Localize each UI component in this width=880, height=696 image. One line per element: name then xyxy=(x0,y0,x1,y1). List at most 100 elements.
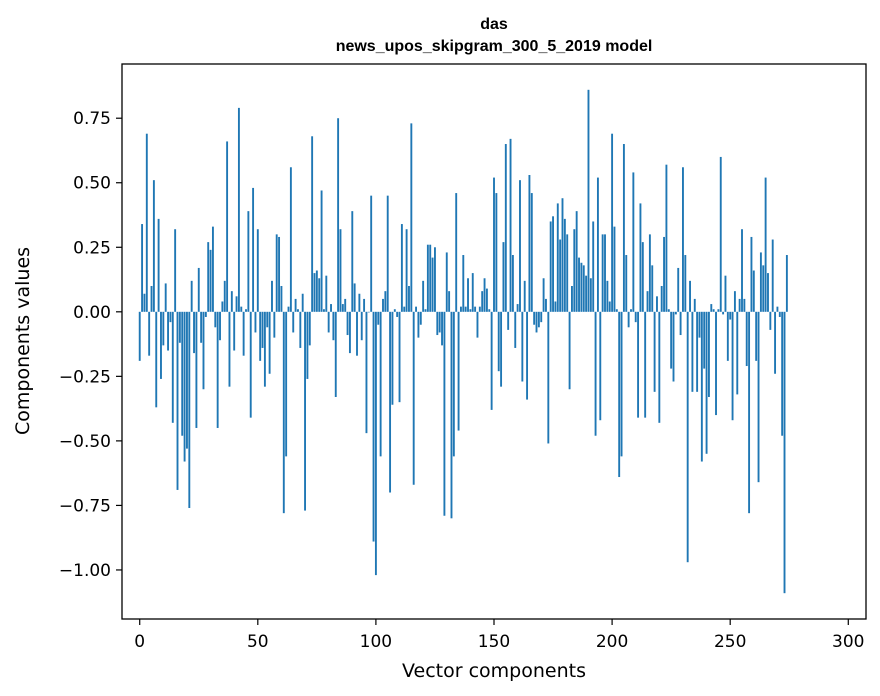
bar-121 xyxy=(424,309,427,312)
bar-183 xyxy=(571,286,573,312)
bar-115 xyxy=(410,123,413,312)
bar-61 xyxy=(282,311,285,514)
y-tick-label: −0.50 xyxy=(59,432,111,452)
bar-164 xyxy=(526,311,529,400)
bar-206 xyxy=(625,255,628,312)
bar-223 xyxy=(665,164,668,312)
bar-37 xyxy=(226,141,229,312)
bar-190 xyxy=(587,89,590,312)
bar-208 xyxy=(630,309,632,312)
bar-185 xyxy=(575,211,578,312)
bar-94 xyxy=(360,311,363,341)
bar-169 xyxy=(537,311,540,328)
x-axis-ticks: 0 50 100 150 200 250 300 xyxy=(134,619,865,652)
bar-66 xyxy=(294,298,297,312)
bar-156 xyxy=(507,311,510,330)
bar-264 xyxy=(762,265,765,312)
bar-112 xyxy=(403,306,406,312)
bar-81 xyxy=(330,304,332,312)
bar-150 xyxy=(493,177,495,312)
bar-138 xyxy=(464,306,467,312)
bar-181 xyxy=(566,234,569,312)
bar-161 xyxy=(519,180,521,312)
bar-209 xyxy=(632,172,635,312)
bar-145 xyxy=(481,291,484,312)
bar-189 xyxy=(585,275,588,312)
x-tick-label: 0 xyxy=(134,632,145,652)
bar-227 xyxy=(674,311,677,315)
bar-106 xyxy=(389,311,392,493)
bar-254 xyxy=(738,298,741,312)
bar-167 xyxy=(533,311,536,325)
bar-204 xyxy=(620,311,623,457)
bar-117 xyxy=(415,306,417,312)
bar-142 xyxy=(474,306,477,312)
bar-248 xyxy=(724,275,727,312)
y-axis-label: Components values xyxy=(12,247,34,435)
bar-256 xyxy=(743,298,746,312)
bar-58 xyxy=(275,234,278,312)
bar-253 xyxy=(736,311,739,395)
bar-184 xyxy=(573,229,576,312)
bar-34 xyxy=(219,311,221,341)
bar-240 xyxy=(705,311,708,454)
x-tick-label: 250 xyxy=(714,632,746,652)
bar-6 xyxy=(152,180,155,312)
y-tick-label: −0.75 xyxy=(59,496,111,516)
bar-39 xyxy=(230,291,233,312)
bar-218 xyxy=(653,311,656,392)
bar-274 xyxy=(785,255,788,312)
bar-249 xyxy=(726,311,729,361)
bar-147 xyxy=(485,288,488,312)
bar-90 xyxy=(351,211,354,312)
y-tick-label: −1.00 xyxy=(59,561,111,581)
bar-246 xyxy=(719,156,722,312)
bar-35 xyxy=(221,301,224,312)
bar-68 xyxy=(299,311,302,348)
bar-152 xyxy=(497,311,500,372)
bar-257 xyxy=(745,311,748,367)
bar-228 xyxy=(677,267,680,312)
bar-210 xyxy=(634,311,637,323)
bar-225 xyxy=(670,311,673,369)
bar-243 xyxy=(712,309,715,312)
bar-54 xyxy=(266,311,269,328)
bar-110 xyxy=(398,311,401,403)
bar-188 xyxy=(582,265,585,312)
bar-71 xyxy=(306,311,309,379)
bar-140 xyxy=(469,309,472,312)
bar-119 xyxy=(419,311,422,325)
bar-255 xyxy=(741,229,743,312)
bar-224 xyxy=(667,309,670,312)
bar-14 xyxy=(171,311,174,423)
bar-154 xyxy=(502,242,505,312)
bar-63 xyxy=(287,306,290,312)
bar-65 xyxy=(292,311,295,333)
bar-116 xyxy=(412,311,415,485)
bar-114 xyxy=(408,286,410,312)
bar-52 xyxy=(261,311,264,348)
x-axis-label: Vector components xyxy=(402,660,586,682)
bar-272 xyxy=(781,311,784,436)
bar-170 xyxy=(540,311,543,323)
bar-49 xyxy=(254,311,257,333)
bar-48 xyxy=(252,187,255,312)
bar-251 xyxy=(731,311,734,421)
bar-269 xyxy=(774,311,777,374)
bar-79 xyxy=(325,275,328,312)
bar-105 xyxy=(386,195,389,312)
bar-4 xyxy=(148,311,151,356)
bar-123 xyxy=(429,244,432,312)
bar-31 xyxy=(211,226,214,312)
bar-93 xyxy=(358,293,361,312)
bar-135 xyxy=(457,311,460,431)
x-tick-label: 300 xyxy=(832,632,864,652)
bar-128 xyxy=(441,311,443,346)
bars-group xyxy=(138,89,788,594)
bar-139 xyxy=(467,278,469,312)
bar-258 xyxy=(748,311,751,514)
bar-134 xyxy=(455,193,458,312)
bar-67 xyxy=(297,309,299,312)
bar-130 xyxy=(445,252,448,312)
bar-56 xyxy=(271,280,273,312)
